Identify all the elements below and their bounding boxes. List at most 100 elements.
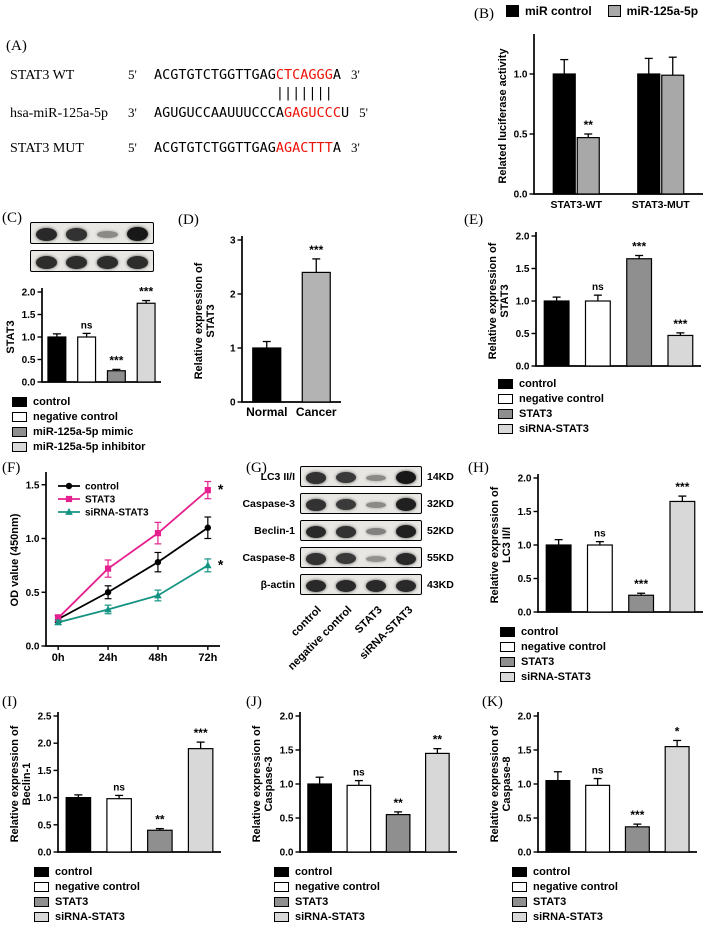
y-tick-label: 2.0 <box>518 474 532 485</box>
legend-swatch <box>498 379 513 389</box>
series-marker <box>54 618 62 626</box>
panel-j-label: (J) <box>246 694 262 710</box>
protein-band <box>395 579 417 592</box>
legend-label: siRNA-STAT3 <box>533 911 603 923</box>
y-axis-title: Relative expression of <box>489 486 501 603</box>
blot-row <box>30 250 170 272</box>
bar <box>187 748 214 853</box>
y-tick-label: 1.0 <box>26 534 40 545</box>
significance-label: ** <box>433 733 443 747</box>
protein-band <box>365 528 387 536</box>
bar <box>147 829 173 853</box>
protein-band <box>395 552 417 565</box>
bar <box>626 258 653 367</box>
series-marker <box>154 558 162 566</box>
series-marker <box>65 482 73 490</box>
legend-item: control <box>498 378 604 390</box>
blot-stat3 <box>30 222 170 278</box>
seq-prime3: 5' <box>359 105 368 120</box>
legend-swatch <box>500 657 515 667</box>
y-axis-title: Relative expression of <box>489 725 501 842</box>
bar <box>637 73 661 195</box>
legend-swatch <box>512 912 527 922</box>
protein-band <box>305 471 327 484</box>
chart-normal-cancer: 0 1 2 3 Relative expression of STAT3 Normal ***… <box>192 224 346 422</box>
y-tick-label: 2 <box>230 290 236 301</box>
legend-swatch <box>498 409 513 419</box>
bar <box>664 745 690 853</box>
y-axis-title: Relative expression of <box>193 262 205 379</box>
legend-label: siRNA-STAT3 <box>521 671 591 683</box>
legend-swatch <box>500 627 515 637</box>
protein-band <box>305 579 327 592</box>
legend-item: miR-125a-5p mimic <box>12 426 145 438</box>
series-marker <box>65 495 73 503</box>
bar <box>584 300 611 367</box>
chart-stat3-protein: 0.0 0.5 1.0 1.5 2.0 STAT3 ns *** *** <box>4 276 166 390</box>
legend-entry: siRNA-STAT3 <box>85 508 149 519</box>
panel-k-label: (K) <box>482 694 503 710</box>
protein-band <box>365 474 387 481</box>
legend-swatch <box>34 867 49 877</box>
legend-item: miR-125a-5p inhibitor <box>12 441 145 453</box>
legend-label: STAT3 <box>295 896 329 908</box>
bar <box>106 798 132 853</box>
y-tick-label: 1.0 <box>516 297 530 308</box>
bar <box>252 347 282 403</box>
legend-label: STAT3 <box>521 656 555 668</box>
chart-svg: 0.0 0.5 1.0 1.5 2.0 Relative expression of STA… <box>487 232 701 373</box>
chart-svg: 0.0 0.5 1.0 1.5 2.0 STAT3 ns *** *** <box>5 285 161 389</box>
seq-text: ACGTGTCTGGTTGAGCTCAGGGA <box>154 67 341 83</box>
legend-item: STAT3 <box>34 896 140 908</box>
legend-swatch <box>12 397 27 407</box>
y-tick-label: 1.0 <box>518 541 532 552</box>
legend-item: siRNA-STAT3 <box>500 671 606 683</box>
chart-lc3: 0.0 0.5 1.0 1.5 2.0 Relative expression of LC3… <box>488 462 708 620</box>
legend-label: negative control <box>519 393 604 405</box>
legend-label: control <box>295 866 333 878</box>
legend-label: STAT3 <box>533 896 567 908</box>
y-tick-label: 0.0 <box>280 848 294 859</box>
protein-band <box>127 227 149 242</box>
legend-label: control <box>521 626 559 638</box>
bar <box>585 784 611 853</box>
legend-label: control <box>519 378 557 390</box>
bar <box>552 73 576 195</box>
legend-swatch <box>498 394 513 404</box>
protein-band <box>305 498 327 511</box>
legend-item: siRNA-STAT3 <box>498 423 604 435</box>
legend-label: control <box>533 866 571 878</box>
significance-label: ns <box>353 768 365 779</box>
legend-label: miR-125a-5p <box>626 4 699 18</box>
series-marker <box>204 487 211 494</box>
significance-label: *** <box>194 726 208 740</box>
blot-row: LC3 II/I 14KD <box>242 466 464 487</box>
protein-band <box>305 525 327 538</box>
legend-swatch <box>274 867 289 877</box>
y-tick-label: 0.0 <box>514 190 528 201</box>
y-tick-label: 0.0 <box>26 642 40 653</box>
seq-row-stat3-wt: STAT3 WT 5' ACGTGTCTGGTTGAGCTCAGGGA 3' <box>10 64 480 87</box>
legend-swatch <box>12 427 27 437</box>
y-tick-label: 2.0 <box>516 232 530 243</box>
legend-swatch <box>500 642 515 652</box>
y-axis-title: Beclin-1 <box>21 763 33 806</box>
pairing-bars: ||||||| <box>154 85 333 101</box>
legend-label: negative control <box>521 641 606 653</box>
y-tick-label: 1.5 <box>518 746 532 757</box>
y-tick-label: 3 <box>230 236 236 247</box>
legend-swatch <box>274 882 289 892</box>
significance-label: *** <box>673 317 687 331</box>
y-axis-title: Relative expression of <box>251 725 263 842</box>
significance-label: * <box>218 556 224 572</box>
bar <box>65 796 92 853</box>
bar <box>669 500 696 613</box>
blot-kd-label: 43KD <box>427 578 454 591</box>
panel-a-label: (A) <box>6 38 27 54</box>
significance-label: *** <box>634 577 648 591</box>
y-tick-label: 1.5 <box>516 264 530 275</box>
series-marker <box>154 530 162 537</box>
protein-band <box>335 553 357 565</box>
protein-band <box>127 256 149 269</box>
